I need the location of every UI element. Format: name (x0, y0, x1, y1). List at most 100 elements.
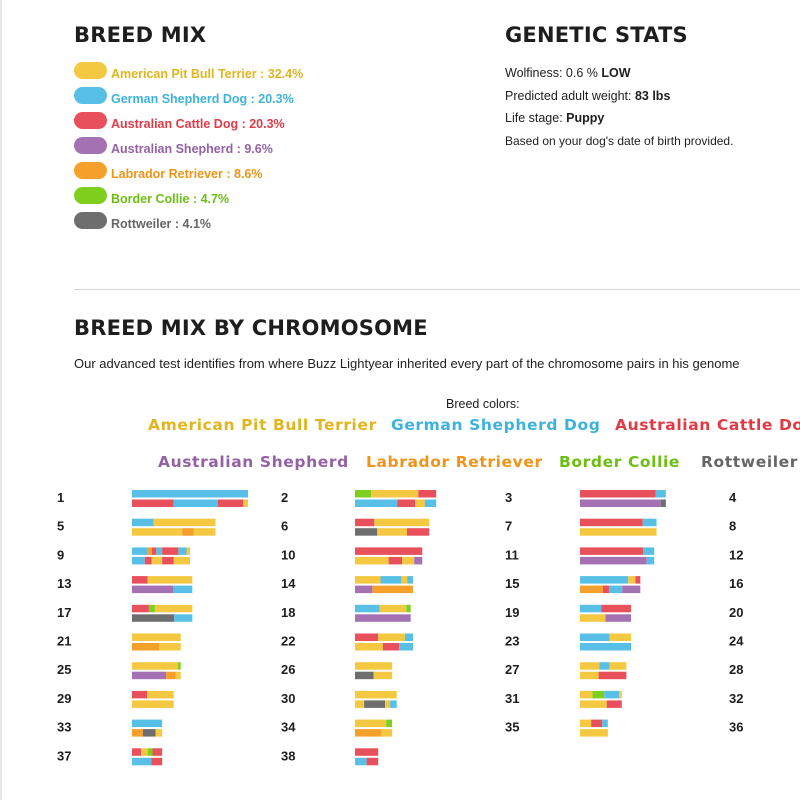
chromosome-segment (355, 729, 381, 737)
chromosome-number: 9 (57, 547, 64, 562)
chromosome-segment (602, 719, 608, 728)
breed-color-pill (74, 162, 107, 179)
chromosome-segment (580, 499, 661, 507)
chromosome-number: 14 (281, 576, 296, 591)
chromosome-segment (643, 547, 655, 555)
chromosome-segment (132, 700, 174, 708)
color-key-pit-bull: American Pit Bull Terrier (148, 416, 377, 434)
page-left-edge (0, 0, 2, 800)
color-key-rottweiler: Rottweiler (701, 453, 799, 471)
chromosome-number: 28 (729, 662, 743, 677)
chromosome-segment (580, 518, 643, 527)
chromosome-segment (132, 690, 148, 699)
chromosome-segment (377, 528, 407, 536)
chromosome-segment (415, 499, 425, 507)
chromosome-segment (355, 748, 379, 756)
chromosome-segment (355, 662, 393, 670)
chromosome-segment (580, 662, 600, 670)
chromosome-segment (609, 662, 627, 670)
life-stage-row: Life stage: Puppy (505, 107, 733, 130)
chromosome-segment (132, 748, 142, 756)
chromosome-number: 26 (281, 662, 295, 677)
chromosome-number: 22 (281, 634, 295, 649)
chromosome-number: 17 (57, 605, 71, 620)
legend-label: Australian Cattle Dog : 20.3% (111, 117, 285, 131)
chromosome-segment (186, 547, 190, 555)
chromosome-segment (424, 499, 437, 507)
breed-color-pill (74, 212, 107, 229)
chromosome-segment (151, 757, 163, 766)
chromosome-segment (132, 499, 174, 507)
chromosome-segment (147, 748, 153, 756)
chromosome-number: 25 (57, 662, 71, 677)
chromosome-segment (580, 690, 593, 699)
chromosome-number: 18 (281, 605, 295, 620)
chromosome-segment (355, 700, 365, 708)
chromosome-segment (404, 633, 413, 641)
chromosome-number: 2 (281, 490, 288, 505)
chromosome-segment (132, 719, 163, 728)
chromosome-segment (156, 547, 163, 555)
chromosome-segment (646, 556, 655, 565)
color-key-labrador: Labrador Retriever (366, 453, 543, 471)
chromosome-segment (364, 700, 386, 708)
chromosome-segment (592, 690, 605, 699)
chromosome-segment (604, 690, 620, 699)
chromosome-segment (355, 757, 367, 766)
chromosome-segment (382, 643, 400, 651)
chromosome-number: 10 (281, 547, 295, 562)
life-stage-label: Life stage: (505, 111, 563, 125)
chromosome-segment (378, 633, 405, 641)
chromosome-segment (147, 547, 152, 555)
color-key-border-collie: Border Collie (559, 453, 681, 471)
chromosome-number: 33 (57, 720, 71, 735)
chromosome-segment (132, 490, 248, 498)
chromosome-segment (372, 585, 413, 594)
chromosome-number: 29 (57, 691, 71, 706)
chromosome-segment (580, 700, 607, 708)
chromosome-number: 20 (729, 605, 743, 620)
chromosome-number: 27 (505, 662, 519, 677)
chromosome-segment (371, 490, 419, 498)
chromosome-segment (380, 576, 402, 584)
chromosome-segment (628, 576, 636, 584)
chromosome-segment (355, 518, 375, 527)
chromosome-number: 7 (505, 519, 512, 534)
chromosome-number: 11 (505, 547, 519, 562)
chromosome-segment (385, 700, 391, 708)
chromosome-segment (173, 585, 193, 594)
chromosome-number: 12 (729, 547, 743, 562)
weight-value: 83 lbs (634, 88, 671, 103)
chromosome-segment (380, 729, 393, 737)
chromosome-segment (605, 614, 632, 622)
chromosome-segment (132, 671, 167, 680)
chromosome-number: 5 (57, 519, 64, 534)
chromosome-number: 37 (57, 748, 71, 763)
wolfiness-label: Wolfiness: 0.6 % (505, 66, 598, 80)
chromosome-number: 6 (281, 519, 288, 534)
chromosome-segment (182, 528, 194, 536)
life-stage-value: Puppy (566, 111, 605, 125)
chromosome-segment (355, 585, 373, 594)
chromosome-segment (399, 643, 413, 651)
chromosome-segment (151, 547, 157, 555)
chromosome-segment (580, 547, 644, 555)
chromosome-number: 1 (57, 490, 64, 505)
chromosome-number: 36 (729, 720, 743, 735)
chromosome-segment (580, 604, 602, 613)
genetic-stats-title: GENETIC STATS (505, 23, 688, 47)
chromosome-segment (622, 585, 641, 594)
chromosome-segment (355, 604, 380, 613)
chromosome-segment (141, 748, 148, 756)
breed-color-pill (74, 62, 107, 79)
chromosome-segment (598, 671, 627, 680)
color-key-german-shepherd: German Shepherd Dog (391, 416, 601, 434)
chromosome-segment (406, 528, 430, 536)
chromosome-segment (154, 604, 193, 613)
chromosome-segment (132, 757, 152, 766)
chromosome-segment (642, 518, 657, 527)
chromosome-segment (132, 556, 145, 565)
chromosome-description: Our advanced test identifies from where … (74, 356, 740, 371)
chromosome-segment (355, 528, 378, 536)
